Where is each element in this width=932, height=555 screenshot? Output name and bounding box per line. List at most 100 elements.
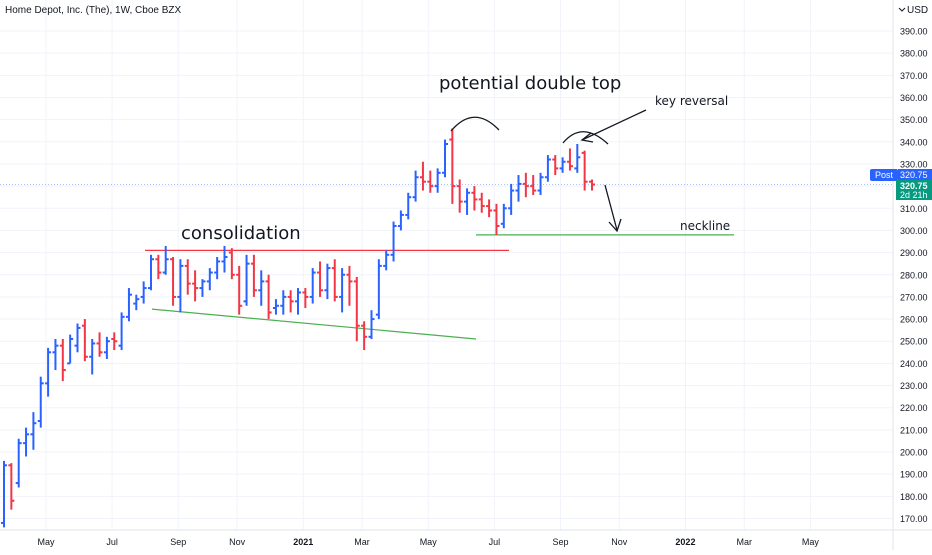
ohlc-bar: [434, 168, 441, 193]
drawings[interactable]: [0, 184, 893, 340]
ohlc-bar: [368, 310, 375, 340]
ohlc-bar: [375, 259, 382, 320]
ohlc-bar: [412, 170, 419, 202]
price-tick-label: 390.00: [900, 27, 928, 37]
price-tick-label: 190.00: [900, 470, 928, 480]
ohlc-bar: [103, 336, 110, 359]
ohlc-bar: [111, 332, 118, 351]
key-reversal-arrow[interactable]: [581, 109, 647, 141]
key-reversal-arrowhead: [580, 132, 594, 143]
price-tick-label: 290.00: [900, 248, 928, 258]
post-label-badge: [870, 169, 898, 181]
ohlc-bar: [574, 144, 581, 173]
time-tick-label: Nov: [611, 537, 628, 547]
ohlc-bar: [302, 288, 309, 308]
ohlc-bar: [537, 172, 544, 195]
ohlc-bar: [1, 460, 7, 528]
ohlc-bar: [427, 170, 434, 193]
post-value: 320.75: [900, 170, 928, 180]
price-tick-label: 240.00: [900, 359, 928, 369]
ohlc-bar: [177, 259, 184, 313]
ohlc-bar: [170, 257, 177, 306]
time-tick-label: Jul: [489, 537, 501, 547]
neckline-arrowhead: [608, 218, 622, 233]
ohlc-bar: [206, 268, 213, 291]
annotations[interactable]: consolidation potential double top key r…: [181, 73, 730, 244]
chevron-down-icon[interactable]: [898, 7, 906, 12]
ohlc-bar: [500, 203, 507, 229]
price-tick-label: 260.00: [900, 315, 928, 325]
time-tick-label: May: [420, 537, 438, 547]
neckline-down-arrow[interactable]: [604, 184, 618, 231]
double-top-arc-left[interactable]: [450, 116, 500, 132]
ohlc-bar: [419, 161, 426, 191]
ohlc-bar: [559, 157, 566, 173]
ohlc-bar: [353, 276, 360, 342]
ohlc-bar: [280, 290, 287, 315]
ohlc-bar: [552, 155, 559, 176]
price-tick-label: 300.00: [900, 226, 928, 236]
time-tick-label: May: [802, 537, 820, 547]
time-tick-label: Mar: [354, 537, 370, 547]
ohlc-bar: [37, 376, 44, 428]
ohlc-bar: [530, 175, 537, 195]
ohlc-bar: [81, 319, 88, 362]
ohlc-bars: [1, 128, 595, 528]
price-axis[interactable]: 170.00 180.00 190.00 200.00 210.00 220.00 230.…: [892, 0, 928, 550]
time-tick-label: Sep: [552, 537, 568, 547]
chart-title: Home Depot, Inc. (The), 1W, Cboe BZX: [5, 5, 182, 16]
price-labels: USD Post 320.75 320.75 2d 21h: [870, 5, 932, 200]
ohlc-bar: [397, 210, 404, 231]
time-axis[interactable]: May Jul Sep Nov 2021 Mar May Jul Sep Nov 2022 Mar Ma…: [0, 529, 932, 547]
price-tick-label: 250.00: [900, 337, 928, 347]
currency-label[interactable]: USD: [907, 5, 928, 16]
last-price-badge: [896, 180, 932, 200]
ohlc-bar: [243, 254, 250, 306]
price-tick-label: 170.00: [900, 514, 928, 524]
price-tick-label: 380.00: [900, 49, 928, 59]
price-tick-label: 280.00: [900, 270, 928, 280]
annotation-double-top[interactable]: potential double top: [439, 73, 621, 94]
time-tick-label: Nov: [229, 537, 246, 547]
grid: [0, 0, 893, 530]
annotation-neckline[interactable]: neckline: [680, 219, 730, 233]
ohlc-bar: [155, 254, 162, 280]
price-tick-label: 200.00: [900, 448, 928, 458]
ohlc-bar: [199, 279, 206, 297]
time-tick-label: 2021: [293, 537, 313, 547]
ohlc-bar: [287, 290, 294, 313]
ohlc-bar: [258, 270, 265, 306]
annotation-key-reversal[interactable]: key reversal: [655, 94, 728, 108]
ohlc-bar: [118, 312, 125, 351]
ohlc-bar: [442, 139, 448, 178]
ohlc-bar: [346, 265, 353, 306]
support-trendline[interactable]: [151, 308, 477, 340]
price-tick-label: 270.00: [900, 292, 928, 302]
annotation-consolidation[interactable]: consolidation: [181, 223, 301, 244]
ohlc-bar: [96, 332, 103, 357]
ohlc-bar: [478, 192, 485, 213]
ohlc-bar: [250, 254, 257, 297]
ohlc-bar: [309, 268, 316, 304]
ohlc-bar: [30, 412, 37, 450]
ohlc-bar: [589, 179, 595, 191]
ohlc-bar: [148, 254, 154, 291]
time-tick-label: Jul: [106, 537, 118, 547]
bar-countdown: 2d 21h: [900, 190, 928, 200]
ohlc-bar: [8, 463, 15, 510]
ohlc-bar: [317, 261, 324, 297]
price-tick-label: 330.00: [900, 159, 928, 169]
ohlc-bar: [508, 183, 515, 215]
ohlc-bar: [74, 323, 81, 353]
ohlc-bar: [383, 250, 390, 271]
ohlc-bar: [228, 248, 235, 280]
ohlc-bar: [361, 321, 368, 351]
double-top-arc-right[interactable]: [562, 131, 609, 145]
ohlc-bar: [449, 128, 456, 204]
time-tick-label: 2022: [675, 537, 695, 547]
ohlc-bar: [544, 155, 551, 182]
price-tick-label: 310.00: [900, 204, 928, 214]
ohlc-bar: [486, 199, 493, 218]
